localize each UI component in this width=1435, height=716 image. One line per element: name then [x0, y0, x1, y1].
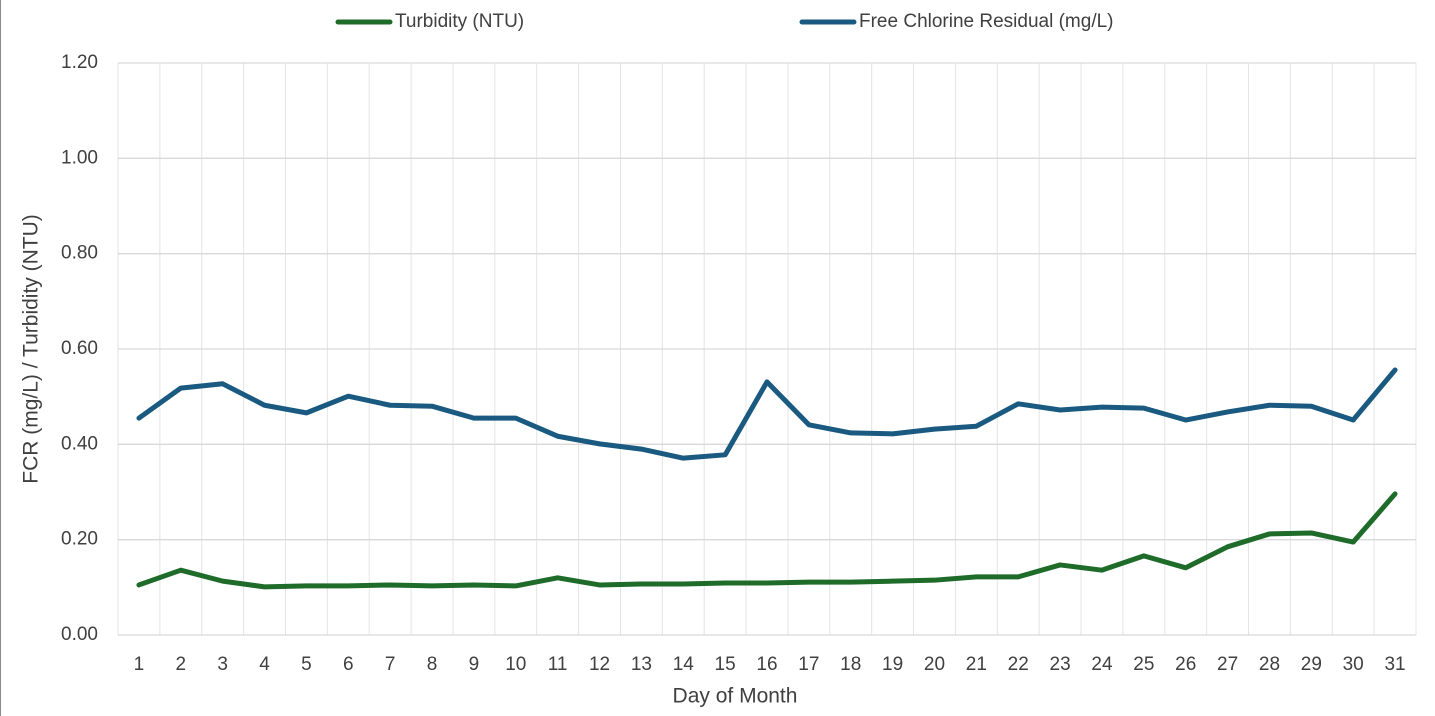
x-tick-label: 30	[1343, 654, 1364, 675]
y-axis-label: FCR (mg/L) / Turbidity (NTU)	[20, 214, 43, 484]
legend-label: Turbidity (NTU)	[395, 11, 524, 32]
x-tick-label: 21	[966, 654, 987, 675]
y-tick-label: 1.20	[61, 52, 98, 73]
x-tick-label: 1	[134, 654, 145, 675]
x-tick-label: 4	[259, 654, 270, 675]
legend-label: Free Chlorine Residual (mg/L)	[859, 11, 1114, 32]
x-tick-label: 20	[924, 654, 945, 675]
x-tick-label: 16	[756, 654, 777, 675]
x-tick-label: 5	[301, 654, 312, 675]
x-tick-label: 7	[385, 654, 396, 675]
x-tick-label: 27	[1217, 654, 1238, 675]
x-tick-label: 15	[715, 654, 736, 675]
x-tick-label: 2	[176, 654, 187, 675]
x-tick-label: 29	[1301, 654, 1322, 675]
x-tick-label: 12	[589, 654, 610, 675]
x-tick-label: 10	[505, 654, 526, 675]
x-tick-label: 28	[1259, 654, 1280, 675]
y-tick-label: 0.60	[61, 338, 98, 359]
series-line	[136, 491, 1398, 590]
x-tick-label: 31	[1384, 654, 1405, 675]
x-tick-label: 9	[469, 654, 480, 675]
x-tick-label: 3	[217, 654, 228, 675]
y-tick-label: 0.40	[61, 433, 98, 454]
x-tick-label: 6	[343, 654, 354, 675]
x-tick-label: 19	[882, 654, 903, 675]
x-tick-label: 18	[840, 654, 861, 675]
x-tick-label: 17	[798, 654, 819, 675]
x-tick-label: 25	[1133, 654, 1154, 675]
x-tick-label: 14	[673, 654, 695, 675]
x-axis-label: Day of Month	[673, 685, 798, 708]
x-tick-label: 23	[1050, 654, 1071, 675]
x-tick-label: 13	[631, 654, 652, 675]
y-tick-label: 1.00	[61, 147, 98, 168]
x-tick-label: 8	[427, 654, 438, 675]
series-line	[136, 367, 1398, 461]
x-tick-label: 24	[1091, 654, 1113, 675]
x-tick-label: 22	[1008, 654, 1029, 675]
y-tick-label: 0.20	[61, 529, 98, 550]
x-tick-label: 26	[1175, 654, 1196, 675]
y-tick-label: 0.00	[61, 624, 98, 645]
x-tick-label: 11	[548, 654, 568, 675]
y-tick-label: 0.80	[61, 243, 98, 264]
